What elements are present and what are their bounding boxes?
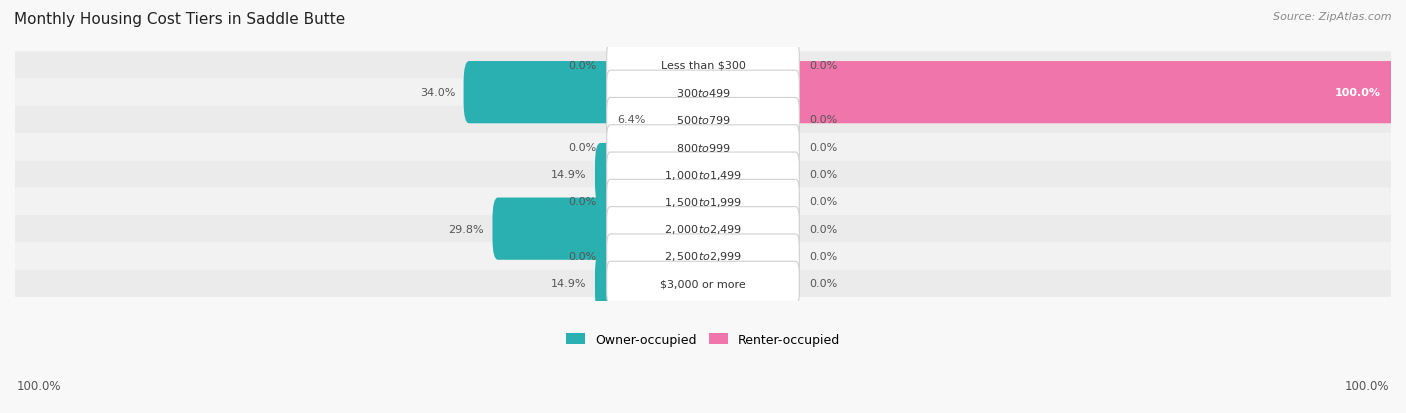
FancyBboxPatch shape	[697, 62, 1396, 124]
Text: 0.0%: 0.0%	[810, 252, 838, 261]
Text: 0.0%: 0.0%	[810, 115, 838, 125]
FancyBboxPatch shape	[15, 161, 1391, 188]
Text: $2,000 to $2,499: $2,000 to $2,499	[664, 223, 742, 235]
Text: 6.4%: 6.4%	[617, 115, 645, 125]
FancyBboxPatch shape	[15, 107, 1391, 134]
Text: 14.9%: 14.9%	[551, 170, 586, 180]
FancyBboxPatch shape	[15, 270, 1391, 297]
FancyBboxPatch shape	[492, 198, 709, 260]
FancyBboxPatch shape	[606, 180, 800, 224]
FancyBboxPatch shape	[15, 134, 1391, 161]
Text: 0.0%: 0.0%	[810, 279, 838, 289]
Text: $3,000 or more: $3,000 or more	[661, 279, 745, 289]
Text: 14.9%: 14.9%	[551, 279, 586, 289]
FancyBboxPatch shape	[654, 89, 709, 151]
FancyBboxPatch shape	[15, 243, 1391, 270]
Text: 0.0%: 0.0%	[568, 197, 596, 207]
Text: 0.0%: 0.0%	[568, 142, 596, 152]
Text: 0.0%: 0.0%	[810, 197, 838, 207]
Text: 0.0%: 0.0%	[810, 61, 838, 71]
Text: 29.8%: 29.8%	[449, 224, 484, 234]
Text: 34.0%: 34.0%	[420, 88, 456, 98]
Text: 0.0%: 0.0%	[810, 142, 838, 152]
Text: $800 to $999: $800 to $999	[675, 141, 731, 153]
Text: 0.0%: 0.0%	[568, 252, 596, 261]
FancyBboxPatch shape	[464, 62, 709, 124]
FancyBboxPatch shape	[595, 144, 709, 206]
Text: Less than $300: Less than $300	[661, 61, 745, 71]
FancyBboxPatch shape	[606, 261, 800, 306]
Text: 0.0%: 0.0%	[810, 224, 838, 234]
Text: 100.0%: 100.0%	[1334, 88, 1381, 98]
FancyBboxPatch shape	[606, 126, 800, 169]
FancyBboxPatch shape	[606, 71, 800, 115]
FancyBboxPatch shape	[15, 52, 1391, 79]
Text: 100.0%: 100.0%	[1344, 380, 1389, 392]
Text: 0.0%: 0.0%	[568, 61, 596, 71]
FancyBboxPatch shape	[15, 216, 1391, 243]
Text: Monthly Housing Cost Tiers in Saddle Butte: Monthly Housing Cost Tiers in Saddle But…	[14, 12, 346, 27]
FancyBboxPatch shape	[606, 44, 800, 88]
Text: $1,500 to $1,999: $1,500 to $1,999	[664, 195, 742, 208]
Text: $1,000 to $1,499: $1,000 to $1,499	[664, 168, 742, 181]
Text: $300 to $499: $300 to $499	[675, 87, 731, 99]
Text: $2,500 to $2,999: $2,500 to $2,999	[664, 250, 742, 263]
FancyBboxPatch shape	[595, 252, 709, 315]
FancyBboxPatch shape	[15, 79, 1391, 107]
Text: 100.0%: 100.0%	[17, 380, 62, 392]
FancyBboxPatch shape	[606, 207, 800, 251]
FancyBboxPatch shape	[606, 235, 800, 278]
FancyBboxPatch shape	[606, 98, 800, 142]
Legend: Owner-occupied, Renter-occupied: Owner-occupied, Renter-occupied	[561, 328, 845, 351]
FancyBboxPatch shape	[606, 153, 800, 197]
Text: Source: ZipAtlas.com: Source: ZipAtlas.com	[1274, 12, 1392, 22]
Text: 0.0%: 0.0%	[810, 170, 838, 180]
FancyBboxPatch shape	[15, 188, 1391, 216]
Text: $500 to $799: $500 to $799	[675, 114, 731, 126]
